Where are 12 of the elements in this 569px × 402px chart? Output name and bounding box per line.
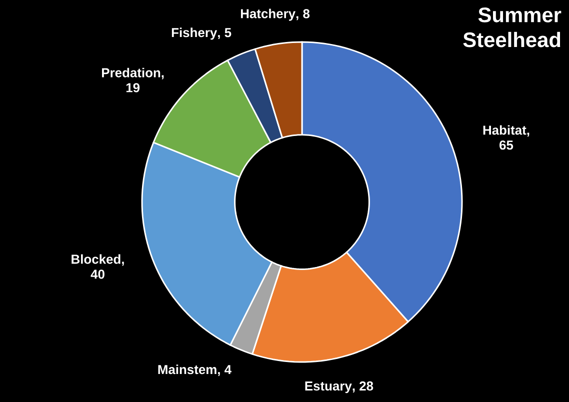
data-label: , 4 [218,365,232,376]
data-label: , 5 [218,28,232,40]
slice-label: Fishery [172,28,218,40]
slice-label: Estuary [305,382,352,394]
slice-label: Hatchery [240,8,296,21]
chart-title: Summer Steelhead [463,8,562,48]
slice-label: Predation [102,68,160,78]
slice-label: Habitat [483,125,526,135]
data-label: , 28 [352,381,374,392]
slice-label: Mainstem [158,364,216,374]
data-label: , 8 [296,9,310,20]
slice-label: Blocked [72,254,120,264]
